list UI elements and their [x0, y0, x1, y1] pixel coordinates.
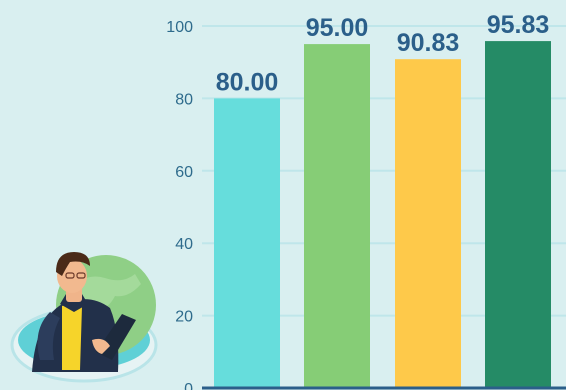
y-tick-label: 100: [166, 19, 193, 36]
bar-value-label: 95.00: [306, 14, 369, 42]
bar-4: [485, 41, 551, 389]
y-tick-label: 20: [175, 309, 193, 326]
bar-3: [395, 59, 461, 388]
bar-2: [304, 44, 370, 388]
y-tick-label: 80: [175, 91, 193, 108]
bar-value-label: 90.83: [397, 29, 460, 57]
y-tick-label: 40: [175, 236, 193, 253]
y-tick-label: 60: [175, 164, 193, 181]
data-labels: 80.00 95.00 90.83 95.83: [216, 11, 550, 96]
bar-value-label: 80.00: [216, 68, 279, 96]
y-tick-label: 0: [184, 381, 193, 390]
businessman-with-globe-icon: [10, 252, 158, 383]
bars: [214, 41, 551, 389]
bar-1: [214, 98, 280, 389]
bar-value-label: 95.83: [487, 11, 550, 39]
y-axis-ticks: 0 20 40 60 80 100: [166, 19, 193, 390]
